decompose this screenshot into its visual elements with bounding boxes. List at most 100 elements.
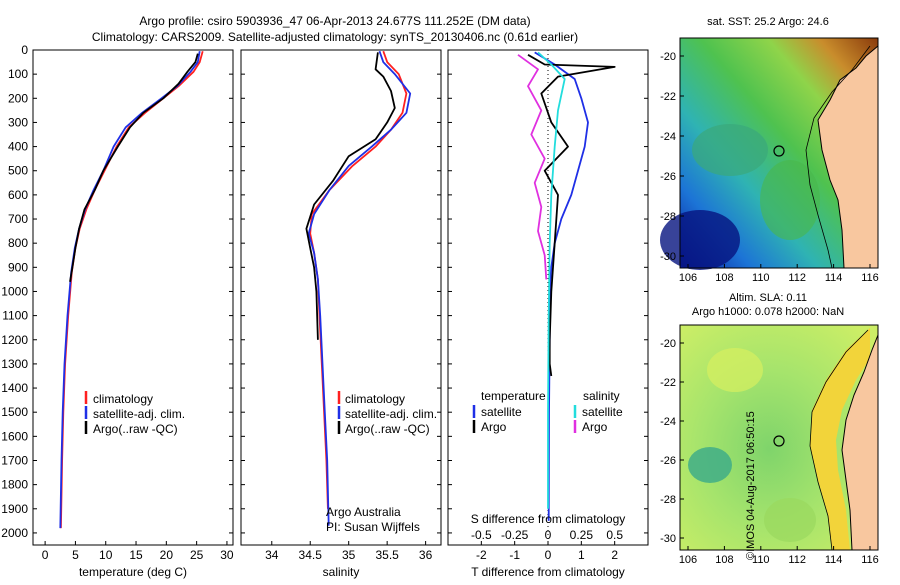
difference-series: [517, 51, 616, 521]
sla-map-title-2: Argo h1000: 0.078 h2000: NaN: [692, 306, 844, 318]
salinity-x-axis: 34 34.5 35 35.5 36: [265, 541, 433, 562]
temperature-x-axis: 0 5 10 15 20 25 30: [42, 541, 234, 562]
y-tick-label: 1300: [1, 357, 28, 371]
argo-float-marker: [773, 435, 785, 447]
lat-tick-label: -24: [660, 131, 676, 143]
lon-tick-label: 114: [825, 554, 843, 566]
legend-satellite-label: satellite-adj. clim.: [345, 407, 437, 421]
x-tick-label: 0: [42, 548, 49, 562]
difference-legend: temperature salinity satellite Argo sate…: [472, 389, 623, 434]
x-tick-label: 35.5: [375, 548, 399, 562]
difference-x-axis: -2 -1 0 1 2: [476, 541, 618, 562]
y-tick-label: 300: [8, 115, 28, 129]
temperature-legend: climatology satellite-adj. clim. Argo(..…: [84, 391, 185, 436]
top-tick-label: 0.25: [570, 528, 594, 542]
lon-tick-label: 108: [715, 554, 733, 566]
temperature-panel-frame: [32, 49, 234, 546]
x-tick-label: 10: [99, 548, 113, 562]
salinity-difference-axis: -0.5-0.2500.250.5: [471, 528, 623, 542]
sla-shelf-contour: [809, 329, 869, 551]
lat-tick-label: -24: [660, 416, 676, 428]
sla-mid-patch: [764, 498, 816, 542]
sst-green-patch: [760, 160, 820, 240]
title-line-2: Climatology: CARS2009. Satellite-adjuste…: [92, 30, 578, 44]
y-tick-label: 400: [8, 140, 28, 154]
lat-tick-label: -20: [660, 338, 676, 350]
salinity-panel-frame: [240, 49, 442, 546]
salinity-legend: climatology satellite-adj. clim. Argo(..…: [337, 391, 437, 436]
legend-temp-satellite-label: satellite: [481, 405, 522, 419]
x-tick-label: 1: [578, 548, 585, 562]
y-tick-label: 1000: [1, 284, 28, 298]
lon-tick-label: 112: [788, 272, 806, 284]
sst-map-title: sat. SST: 25.2 Argo: 24.6: [707, 16, 829, 28]
y-tick-label: 800: [8, 236, 28, 250]
y-tick-label: 2000: [1, 526, 28, 540]
series-line: [534, 51, 589, 521]
temperature-x-label: temperature (deg C): [79, 565, 187, 579]
sst-map: [660, 37, 879, 270]
y-tick-label: 0: [21, 43, 28, 57]
y-tick-label: 1800: [1, 478, 28, 492]
sst-shelf-contour: [805, 45, 871, 269]
lat-tick-label: -26: [660, 171, 676, 183]
y-tick-label: 1600: [1, 429, 28, 443]
series-line: [517, 54, 548, 280]
y-tick-label: 1200: [1, 333, 28, 347]
salinity-x-label: salinity: [323, 565, 360, 579]
series-line: [527, 54, 616, 377]
x-tick-label: -2: [476, 548, 487, 562]
top-tick-label: -0.5: [471, 528, 492, 542]
difference-top-label: S difference from climatology: [471, 512, 626, 526]
sst-map-frame: [679, 37, 879, 269]
lon-tick-label: 110: [752, 554, 770, 566]
lon-tick-label: 116: [861, 272, 879, 284]
y-tick-label: 1900: [1, 502, 28, 516]
lat-tick-label: -30: [660, 533, 676, 545]
x-tick-label: 34.5: [299, 548, 323, 562]
series-line: [305, 52, 396, 340]
y-tick-label: 900: [8, 260, 28, 274]
lon-tick-label: 116: [861, 554, 879, 566]
top-tick-label: -0.25: [501, 528, 529, 542]
lon-tick-label: 106: [679, 554, 697, 566]
lat-tick-label: -26: [660, 455, 676, 467]
difference-x-label: T difference from climatology: [471, 565, 625, 579]
legend-argo-label: Argo(..raw -QC): [93, 422, 178, 436]
y-tick-label: 1700: [1, 453, 28, 467]
series-line: [537, 51, 566, 509]
legend-temperature-heading: temperature: [481, 389, 546, 403]
legend-sal-satellite-label: satellite: [582, 405, 623, 419]
lon-tick-label: 106: [679, 272, 697, 284]
legend-argo-label: Argo(..raw -QC): [345, 422, 430, 436]
lat-tick-label: -28: [660, 211, 676, 223]
top-tick-label: 0.5: [606, 528, 623, 542]
program-note: Argo Australia: [326, 505, 401, 519]
legend-climatology-label: climatology: [345, 392, 405, 406]
y-tick-label: 200: [8, 91, 28, 105]
sla-high-patch: [707, 348, 763, 392]
lat-tick-label: -22: [660, 377, 676, 389]
lat-tick-label: -22: [660, 91, 676, 103]
series-line: [309, 50, 408, 509]
y-tick-label: 1400: [1, 381, 28, 395]
legend-satellite-label: satellite-adj. clim.: [93, 407, 185, 421]
legend-climatology-label: climatology: [93, 392, 153, 406]
x-tick-label: 0: [545, 548, 552, 562]
y-tick-label: 1100: [2, 309, 28, 323]
x-tick-label: 36: [419, 548, 433, 562]
series-line: [307, 50, 412, 526]
temperature-series: [59, 50, 204, 529]
x-tick-label: 25: [190, 548, 204, 562]
argo-float-marker: [773, 145, 785, 157]
x-tick-label: -1: [509, 548, 520, 562]
x-tick-label: 2: [611, 548, 618, 562]
salinity-series: [305, 50, 412, 526]
y-tick-label: 600: [8, 188, 28, 202]
y-tick-label: 100: [8, 67, 28, 81]
title-line-1: Argo profile: csiro 5903936_47 06-Apr-20…: [139, 14, 530, 28]
lon-tick-label: 110: [752, 272, 770, 284]
pi-note: PI: Susan Wijffels: [326, 520, 420, 534]
